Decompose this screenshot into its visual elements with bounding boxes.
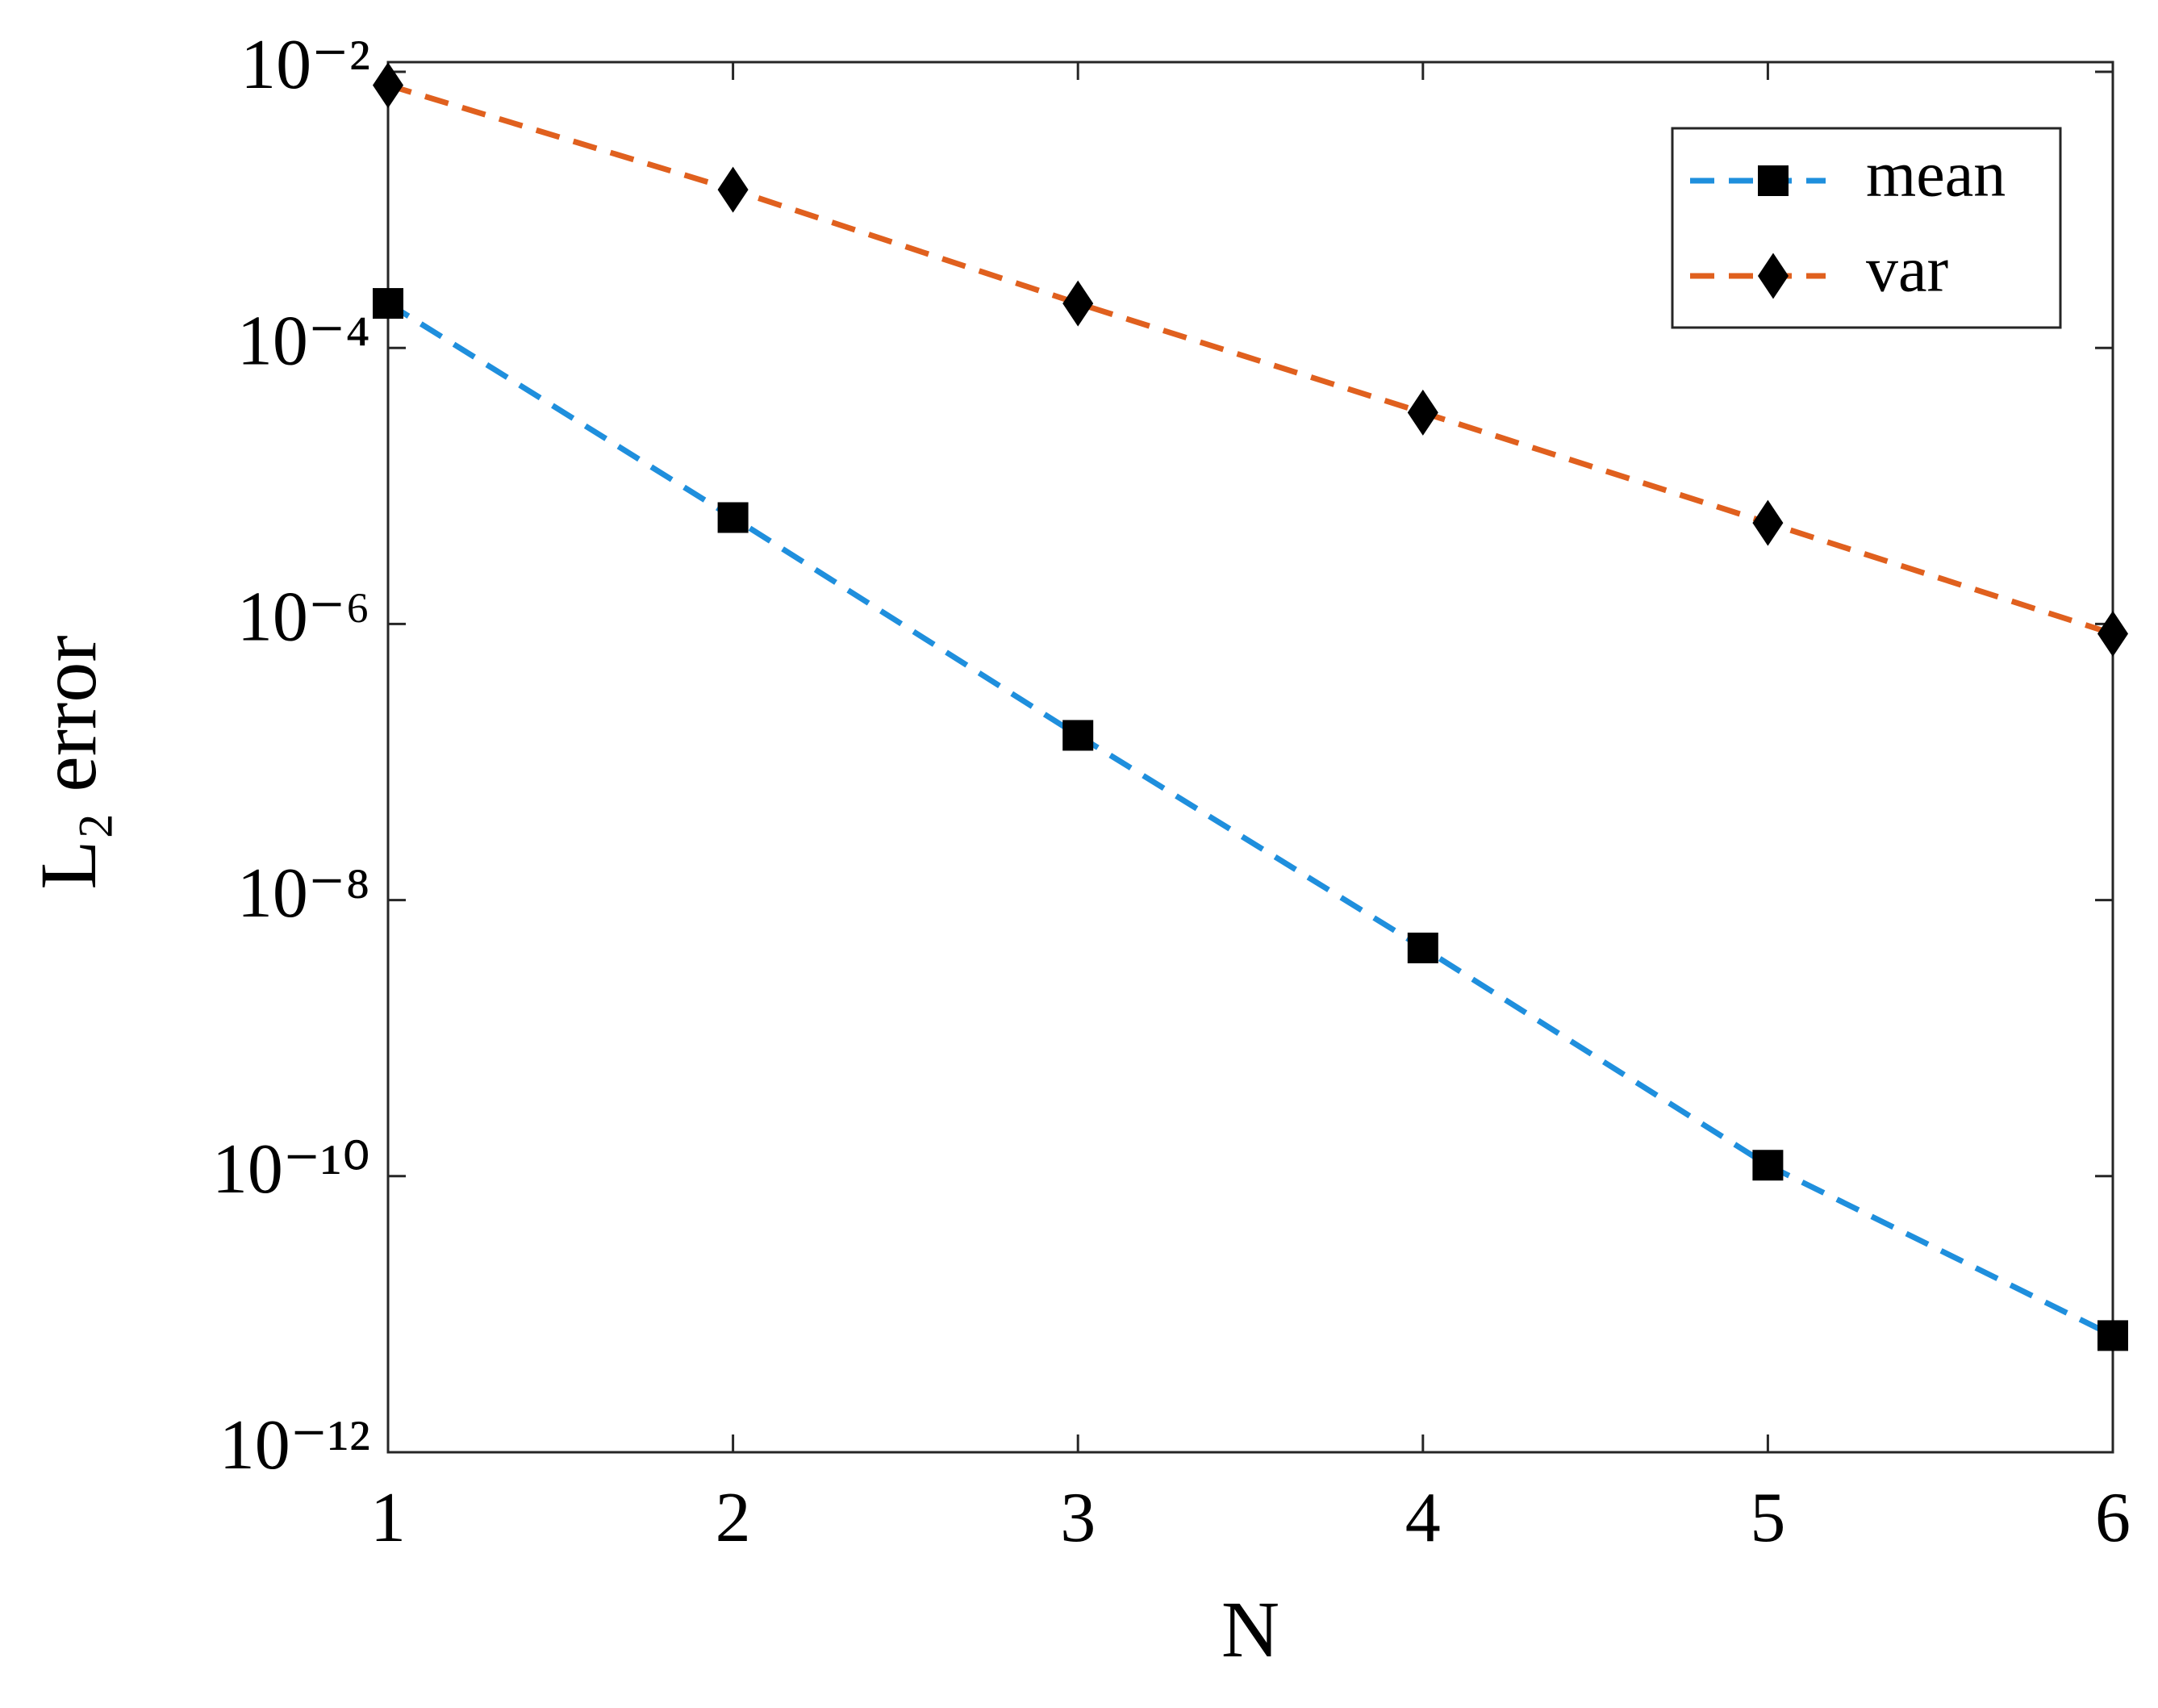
y-tick-label: 10⁻⁸ xyxy=(237,854,370,933)
marker xyxy=(2097,610,2128,657)
legend-marker xyxy=(1758,165,1789,196)
y-axis-label: L₂ error xyxy=(23,635,113,889)
marker xyxy=(717,166,749,213)
marker xyxy=(2097,1320,2128,1351)
series-line xyxy=(386,82,2114,637)
y-tick-label: 10⁻⁶ xyxy=(237,578,370,657)
y-tick-label: 10⁻¹⁰ xyxy=(212,1130,370,1209)
series-line xyxy=(386,301,2114,1338)
marker xyxy=(1752,499,1784,546)
marker xyxy=(373,62,403,109)
x-tick-label: 3 xyxy=(1060,1479,1096,1557)
marker xyxy=(717,502,749,533)
marker xyxy=(1407,389,1438,436)
marker xyxy=(1062,720,1094,751)
y-tick-label: 10⁻¹² xyxy=(219,1406,370,1485)
x-tick-label: 6 xyxy=(2095,1479,2131,1557)
plot-frame xyxy=(386,61,2114,1454)
legend-label: var xyxy=(1866,234,1948,305)
legend-box xyxy=(1671,127,2062,329)
marker xyxy=(1062,280,1094,327)
x-axis-label: N xyxy=(1221,1585,1279,1674)
x-tick-label: 1 xyxy=(370,1479,406,1557)
legend-label: mean xyxy=(1866,139,2006,210)
x-tick-label: 2 xyxy=(716,1479,751,1557)
y-tick-label: 10⁻⁴ xyxy=(237,302,370,380)
x-tick-label: 4 xyxy=(1405,1479,1441,1557)
x-tick-label: 5 xyxy=(1750,1479,1785,1557)
marker xyxy=(1407,932,1438,963)
marker xyxy=(1752,1150,1784,1181)
legend-marker xyxy=(1758,253,1789,299)
y-tick-label: 10⁻² xyxy=(240,26,370,104)
legend: mean var xyxy=(1671,127,2062,329)
marker xyxy=(373,288,403,319)
